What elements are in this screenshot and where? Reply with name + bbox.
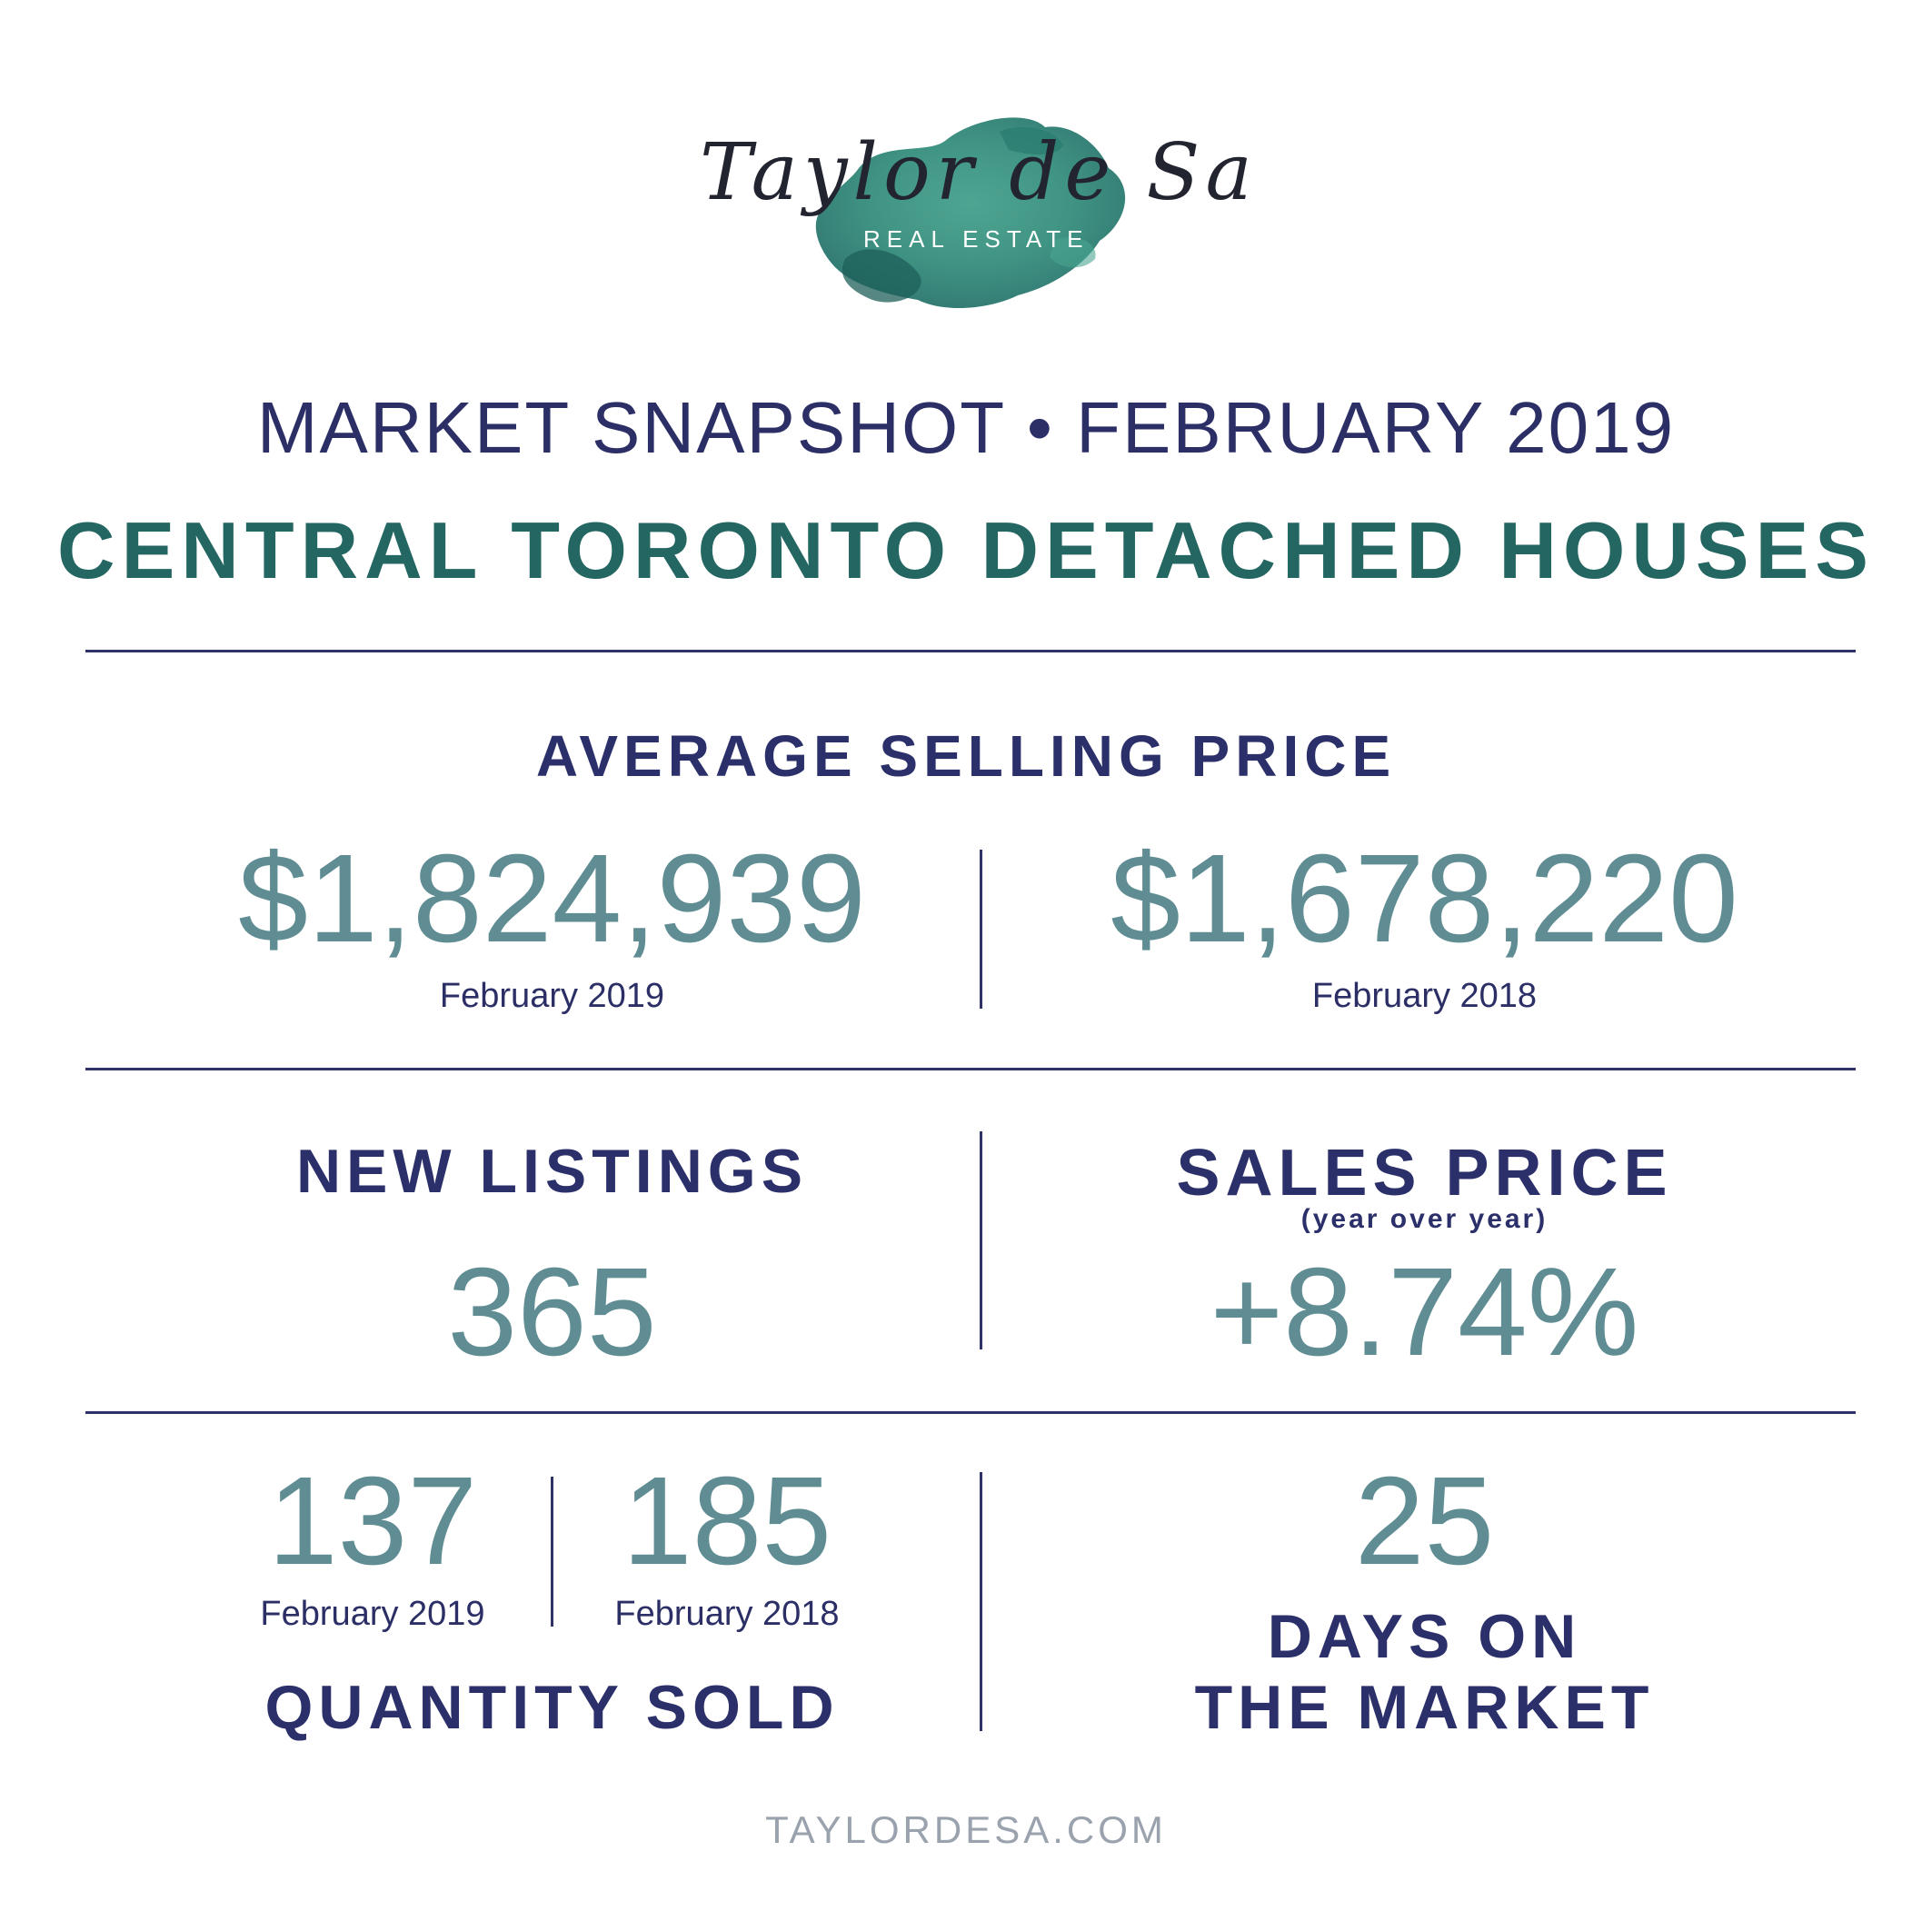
avg-price-divider	[980, 850, 982, 1009]
sales-price-value: +8.74%	[1210, 1242, 1639, 1382]
sales-price-label: SALES PRICE	[1176, 1137, 1673, 1209]
sales-price-sublabel: (year over year)	[1300, 1204, 1549, 1234]
new-listings-value: 365	[447, 1242, 657, 1382]
listings-sales-divider	[980, 1131, 982, 1349]
days-on-market-label-line2: THE MARKET	[1194, 1673, 1655, 1742]
quantity-sold-previous-value: 185	[622, 1451, 832, 1591]
divider-middle	[85, 1068, 1856, 1070]
average-selling-price-label: AVERAGE SELLING PRICE	[535, 723, 1397, 789]
quantity-sold-previous-period: February 2018	[614, 1595, 840, 1633]
page-title: CENTRAL TORONTO DETACHED HOUSES	[57, 505, 1875, 595]
logo-subtitle: REAL ESTATE	[863, 225, 1090, 253]
new-listings-label: NEW LISTINGS	[295, 1137, 809, 1206]
quantity-sold-divider	[551, 1477, 553, 1627]
brand-logo: Taylor de Sa REAL ESTATE	[672, 105, 1272, 332]
quantity-sold-label: QUANTITY SOLD	[264, 1673, 840, 1742]
logo-script-text: Taylor de Sa	[700, 127, 1258, 218]
quantity-days-divider	[980, 1472, 982, 1731]
avg-price-previous-period: February 2018	[1311, 977, 1538, 1015]
days-on-market-value: 25	[1354, 1451, 1495, 1591]
website-url[interactable]: TAYLORDESA.COM	[765, 1808, 1167, 1851]
quantity-sold-current-period: February 2019	[260, 1595, 485, 1633]
avg-price-previous-value: $1,678,220	[1110, 829, 1738, 969]
divider-bottom	[85, 1411, 1856, 1414]
avg-price-current-period: February 2019	[439, 977, 665, 1015]
avg-price-current-value: $1,824,939	[238, 829, 866, 969]
divider-top	[85, 650, 1856, 652]
days-on-market-label-line1: DAYS ON	[1267, 1602, 1582, 1671]
watercolor-splash-icon	[815, 117, 1126, 309]
quantity-sold-current-value: 137	[267, 1451, 478, 1591]
snapshot-title: MARKET SNAPSHOT • FEBRUARY 2019	[256, 387, 1676, 468]
